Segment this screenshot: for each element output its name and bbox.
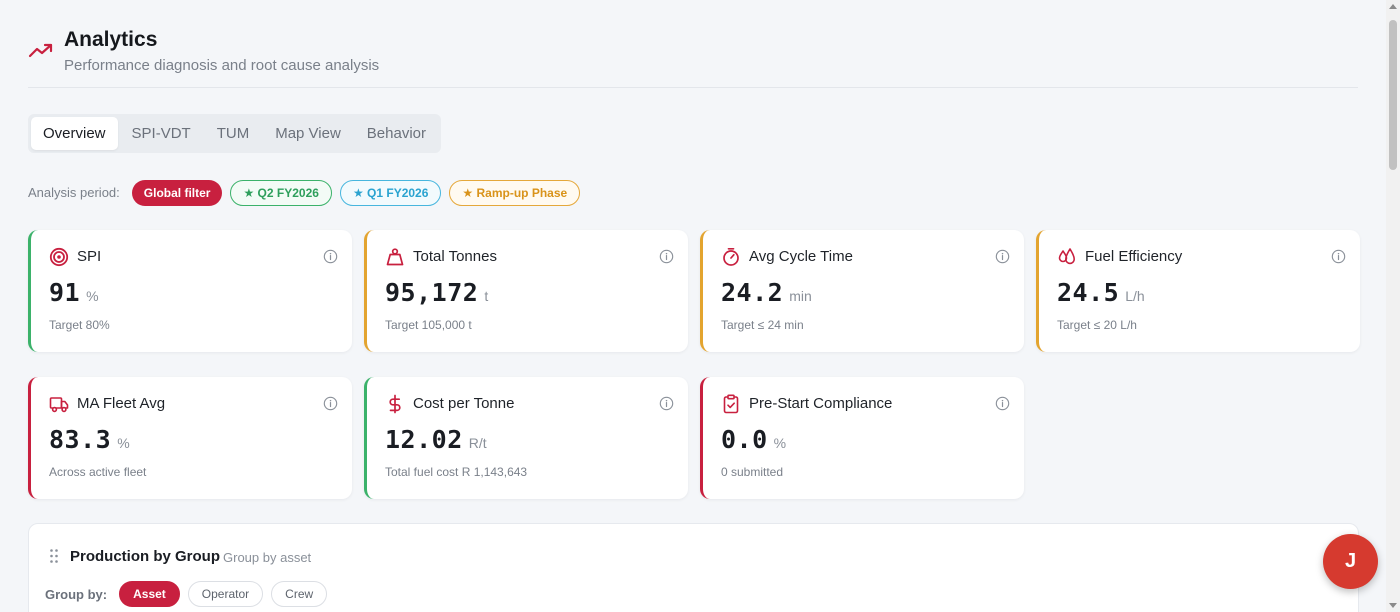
kpi-value: 83.3 % bbox=[49, 425, 130, 454]
drag-handle-icon[interactable] bbox=[49, 548, 59, 564]
kpi-value: 12.02 R/t bbox=[385, 425, 487, 454]
info-icon[interactable] bbox=[659, 396, 674, 411]
vertical-scrollbar[interactable] bbox=[1386, 0, 1400, 612]
q1-fy2026-chip[interactable]: ★ Q1 FY2026 bbox=[339, 179, 442, 206]
kpi-card-cost-per-tonne: Cost per Tonne 12.02 R/t Total fuel cost… bbox=[364, 377, 688, 499]
info-icon[interactable] bbox=[1331, 249, 1346, 264]
info-icon[interactable] bbox=[995, 396, 1010, 411]
avatar[interactable]: J bbox=[1323, 534, 1378, 589]
kpi-card-avg-cycle-time: Avg Cycle Time 24.2 min Target ≤ 24 min bbox=[700, 230, 1024, 352]
kpi-number: 12.02 bbox=[385, 425, 463, 454]
kpi-value: 91 % bbox=[49, 278, 99, 307]
kpi-unit: % bbox=[117, 435, 130, 451]
kpi-unit: % bbox=[86, 288, 99, 304]
scroll-down-arrow-icon[interactable] bbox=[1389, 603, 1397, 608]
kpi-title: MA Fleet Avg bbox=[77, 395, 166, 412]
group-by-operator[interactable]: Operator bbox=[187, 581, 264, 607]
kpi-subtext: Across active fleet bbox=[49, 465, 147, 479]
kpi-number: 24.2 bbox=[721, 278, 784, 307]
kpi-value: 24.5 L/h bbox=[1057, 278, 1145, 307]
droplets-icon bbox=[1058, 248, 1075, 265]
clipboard-check-icon bbox=[723, 394, 739, 414]
kpi-unit: t bbox=[484, 288, 489, 304]
tab-overview[interactable]: Overview bbox=[31, 117, 118, 150]
group-by-label: Group by: bbox=[45, 586, 108, 602]
analytics-tabs: Overview SPI-VDT TUM Map View Behavior bbox=[28, 114, 441, 153]
kpi-number: 95,172 bbox=[385, 278, 479, 307]
kpi-title: SPI bbox=[77, 248, 102, 265]
kpi-unit: R/t bbox=[468, 435, 487, 451]
q2-fy2026-chip[interactable]: ★ Q2 FY2026 bbox=[230, 179, 332, 206]
kpi-card-ma-fleet-avg: MA Fleet Avg 83.3 % Across active fleet bbox=[28, 377, 352, 499]
kpi-subtext: Target ≤ 20 L/h bbox=[1057, 318, 1137, 332]
page-subtitle: Performance diagnosis and root cause ana… bbox=[64, 57, 380, 74]
trending-up-icon bbox=[28, 43, 53, 58]
info-icon[interactable] bbox=[659, 249, 674, 264]
kpi-unit: % bbox=[773, 435, 787, 451]
kpi-value: 24.2 min bbox=[721, 278, 812, 307]
kpi-title: Cost per Tonne bbox=[413, 395, 515, 412]
scroll-up-arrow-icon[interactable] bbox=[1389, 4, 1397, 9]
target-icon bbox=[49, 247, 69, 267]
kpi-unit: L/h bbox=[1125, 288, 1145, 304]
info-icon[interactable] bbox=[995, 249, 1010, 264]
kpi-subtext: Target 80% bbox=[49, 318, 110, 332]
group-by-selector: Group by: Asset Operator Crew bbox=[45, 581, 328, 607]
kpi-title: Avg Cycle Time bbox=[749, 248, 853, 265]
tab-behavior[interactable]: Behavior bbox=[366, 125, 426, 142]
kpi-number: 24.5 bbox=[1057, 278, 1120, 307]
scrollbar-thumb[interactable] bbox=[1389, 20, 1397, 170]
kpi-subtext: Target 105,000 t bbox=[385, 318, 472, 332]
kpi-card-fuel-efficiency: Fuel Efficiency 24.5 L/h Target ≤ 20 L/h bbox=[1036, 230, 1360, 352]
kpi-value: 0.0 % bbox=[721, 425, 786, 454]
truck-icon bbox=[49, 397, 69, 413]
page-header: Analytics Performance diagnosis and root… bbox=[28, 26, 1358, 88]
tab-spi-vdt[interactable]: SPI-VDT bbox=[131, 125, 191, 142]
analysis-period-label: Analysis period: bbox=[28, 185, 120, 200]
kpi-value: 95,172 t bbox=[385, 278, 488, 307]
info-icon[interactable] bbox=[323, 249, 338, 264]
kpi-subtext: Target ≤ 24 min bbox=[721, 318, 804, 332]
analysis-period-filters: Analysis period: Global filter ★ Q2 FY20… bbox=[28, 179, 581, 206]
info-icon[interactable] bbox=[323, 396, 338, 411]
dollar-icon bbox=[389, 394, 401, 414]
kpi-card-pre-start-compliance: Pre-Start Compliance 0.0 % 0 submitted bbox=[700, 377, 1024, 499]
kpi-subtext: 0 submitted bbox=[721, 465, 784, 479]
kpi-title: Total Tonnes bbox=[413, 248, 497, 265]
panel-title: Production by Group bbox=[70, 548, 220, 565]
group-by-crew[interactable]: Crew bbox=[271, 581, 328, 607]
tab-map-view[interactable]: Map View bbox=[275, 125, 341, 142]
kpi-title: Pre-Start Compliance bbox=[749, 395, 893, 412]
weight-icon bbox=[386, 248, 404, 266]
kpi-number: 0.0 bbox=[721, 425, 768, 454]
page-title: Analytics bbox=[64, 28, 158, 51]
group-by-asset[interactable]: Asset bbox=[119, 581, 180, 607]
timer-icon bbox=[723, 247, 739, 266]
kpi-unit: min bbox=[789, 288, 812, 304]
production-by-group-panel: Production by Group Group by asset Group… bbox=[28, 523, 1359, 612]
kpi-number: 91 bbox=[49, 278, 81, 307]
kpi-subtext: Total fuel cost R 1,143,643 bbox=[385, 465, 528, 479]
ramp-up-phase-chip[interactable]: ★ Ramp-up Phase bbox=[449, 179, 581, 206]
kpi-number: 83.3 bbox=[49, 425, 112, 454]
kpi-card-total-tonnes: Total Tonnes 95,172 t Target 105,000 t bbox=[364, 230, 688, 352]
kpi-title: Fuel Efficiency bbox=[1085, 248, 1183, 265]
panel-subtitle: Group by asset bbox=[223, 550, 312, 565]
tab-tum[interactable]: TUM bbox=[216, 125, 250, 142]
global-filter-chip[interactable]: Global filter bbox=[131, 179, 223, 206]
kpi-card-spi: SPI 91 % Target 80% bbox=[28, 230, 352, 352]
